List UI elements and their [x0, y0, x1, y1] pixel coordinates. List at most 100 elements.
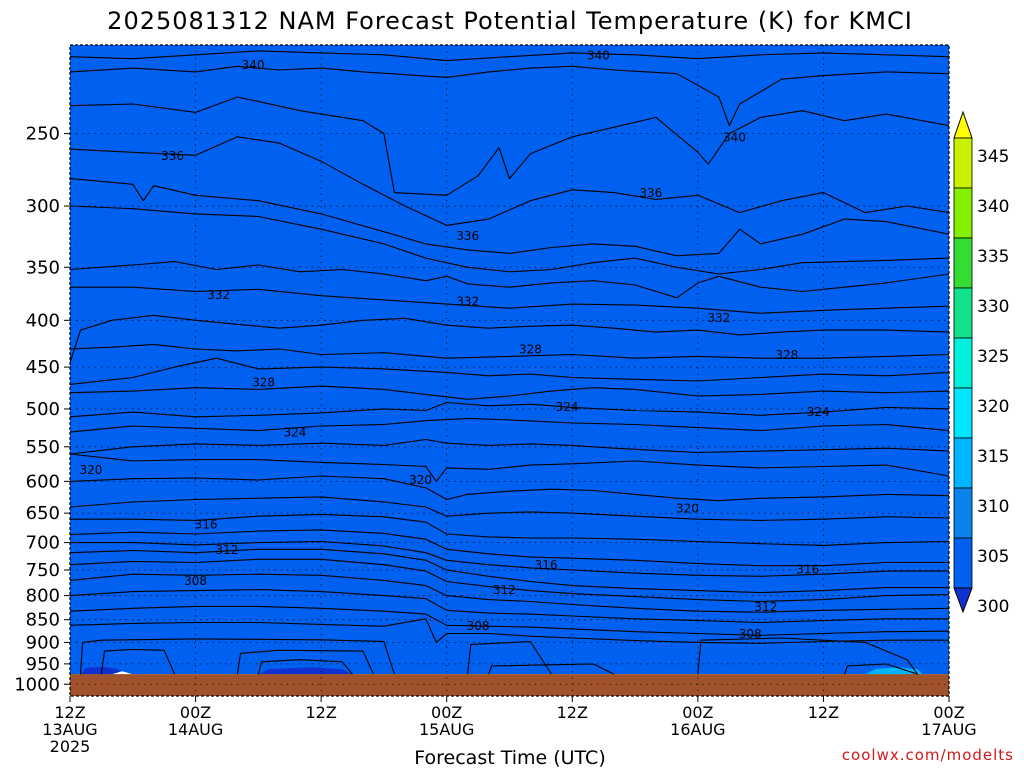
contour-label-text: 332 — [456, 294, 479, 308]
contour-label-text: 316 — [195, 518, 218, 532]
plot-area: 340 340 340 336 336 336 332 332 332 328 328 328 324 3… — [70, 45, 949, 696]
colorbar-bin — [953, 287, 973, 339]
contour-label-text: 328 — [775, 348, 798, 362]
contour-label: 320 — [676, 502, 699, 516]
contour-line — [70, 96, 949, 196]
contour-line — [70, 343, 949, 359]
contour-label: 324 — [807, 405, 830, 419]
contour-line — [257, 659, 353, 675]
contour-label: 336 — [161, 149, 184, 163]
contour-label: 312 — [216, 543, 239, 557]
contour-label: 332 — [707, 311, 730, 325]
contour-line — [467, 640, 552, 675]
contour-label-text: 312 — [493, 583, 516, 597]
y-tick-label: 900 — [26, 632, 60, 653]
contour-line — [70, 618, 949, 644]
contour-line — [70, 178, 949, 257]
y-tick-label: 400 — [26, 310, 60, 331]
colorbar-bin — [953, 387, 973, 439]
colorbar-tick-label: 345 — [977, 147, 1009, 167]
contour-label: 320 — [409, 473, 432, 487]
x-tick-label: 16AUG — [670, 720, 725, 739]
y-tick-label: 450 — [26, 357, 60, 378]
contour-line — [70, 496, 949, 521]
contour-line — [70, 314, 949, 363]
contour-label: 308 — [739, 627, 762, 641]
contour-label-text: 320 — [79, 463, 102, 477]
y-tick-label: 850 — [26, 610, 60, 631]
contour-label: 336 — [639, 186, 662, 200]
contour-label-text: 336 — [161, 149, 184, 163]
contour-label-text: 332 — [207, 288, 230, 302]
colorbar-tick-label: 310 — [977, 497, 1009, 517]
colorbar-bin — [953, 437, 973, 489]
contour-label-text: 340 — [723, 130, 746, 144]
colorbar-tick-label: 305 — [977, 547, 1009, 567]
contour-label: 336 — [456, 229, 479, 243]
contour-lines — [70, 50, 949, 675]
color-bands — [70, 45, 949, 696]
colorbar-bin — [953, 187, 973, 239]
x-tick-label: 12Z — [54, 703, 85, 722]
contour-label: 308 — [467, 619, 490, 633]
contour-line — [70, 65, 949, 127]
y-tick-label: 1000 — [14, 674, 60, 695]
x-tick-label: 15AUG — [419, 720, 474, 739]
contour-label: 312 — [754, 600, 777, 614]
x-tick-label: 00Z — [682, 703, 713, 722]
contour-label-text: 336 — [456, 229, 479, 243]
contour-label-text: 324 — [284, 426, 307, 440]
contour-label-text: 340 — [242, 58, 265, 72]
x-tick-label: 00Z — [431, 703, 462, 722]
y-axis: 2503003504004505005506006507007508008509… — [14, 124, 70, 695]
contour-label-text: 308 — [467, 619, 490, 633]
contour-label: 340 — [242, 58, 265, 72]
contour-label: 320 — [79, 463, 102, 477]
contour-label: 340 — [587, 48, 610, 62]
colorbar-tick-label: 315 — [977, 447, 1009, 467]
color-blob — [258, 667, 353, 675]
y-tick-label: 800 — [26, 586, 60, 607]
contour-line — [70, 357, 949, 385]
y-tick-label: 500 — [26, 399, 60, 420]
contour-label-text: 324 — [556, 400, 579, 414]
contour-label-text: 308 — [739, 627, 762, 641]
contour-label-text: 332 — [707, 311, 730, 325]
y-tick-label: 550 — [26, 437, 60, 458]
x-tick-label: 00Z — [933, 703, 964, 722]
y-tick-label: 750 — [26, 560, 60, 581]
contour-line — [70, 50, 949, 62]
contour-line — [70, 513, 949, 546]
colorbar-tick-label: 340 — [977, 197, 1009, 217]
contour-label-text: 308 — [184, 574, 207, 588]
y-tick-label: 950 — [26, 654, 60, 675]
contour-label: 332 — [456, 294, 479, 308]
contour-label: 332 — [207, 288, 230, 302]
x-tick-label: 12Z — [557, 703, 588, 722]
contour-line — [70, 558, 949, 603]
contour-line — [70, 540, 949, 577]
colorbar-tick-label: 325 — [977, 347, 1009, 367]
contour-line — [236, 649, 375, 675]
contour-label: 308 — [184, 574, 207, 588]
x-tick-label: 2025 — [50, 737, 91, 756]
colorbar: 345 340 335 330 325 320 315 310 305 300 — [953, 110, 1009, 617]
x-tick-label: 14AUG — [168, 720, 223, 739]
ground-fill — [70, 674, 949, 696]
contour-line — [70, 286, 949, 314]
contour-labels: 340 340 340 336 336 336 332 332 332 328 328 328 324 3… — [79, 48, 830, 641]
contour-line — [70, 205, 949, 275]
contour-label-text: 328 — [252, 375, 275, 389]
contour-label: 316 — [796, 562, 819, 576]
contour-label-text: 320 — [409, 473, 432, 487]
contour-line — [488, 663, 615, 675]
colorbar-tick-label: 320 — [977, 397, 1009, 417]
y-tick-label: 300 — [26, 196, 60, 217]
colorbar-tick-label: 335 — [977, 247, 1009, 267]
x-tick-label: 00Z — [180, 703, 211, 722]
contour-label-text: 312 — [754, 600, 777, 614]
colorbar-bin — [953, 237, 973, 289]
contour-line — [843, 663, 918, 675]
